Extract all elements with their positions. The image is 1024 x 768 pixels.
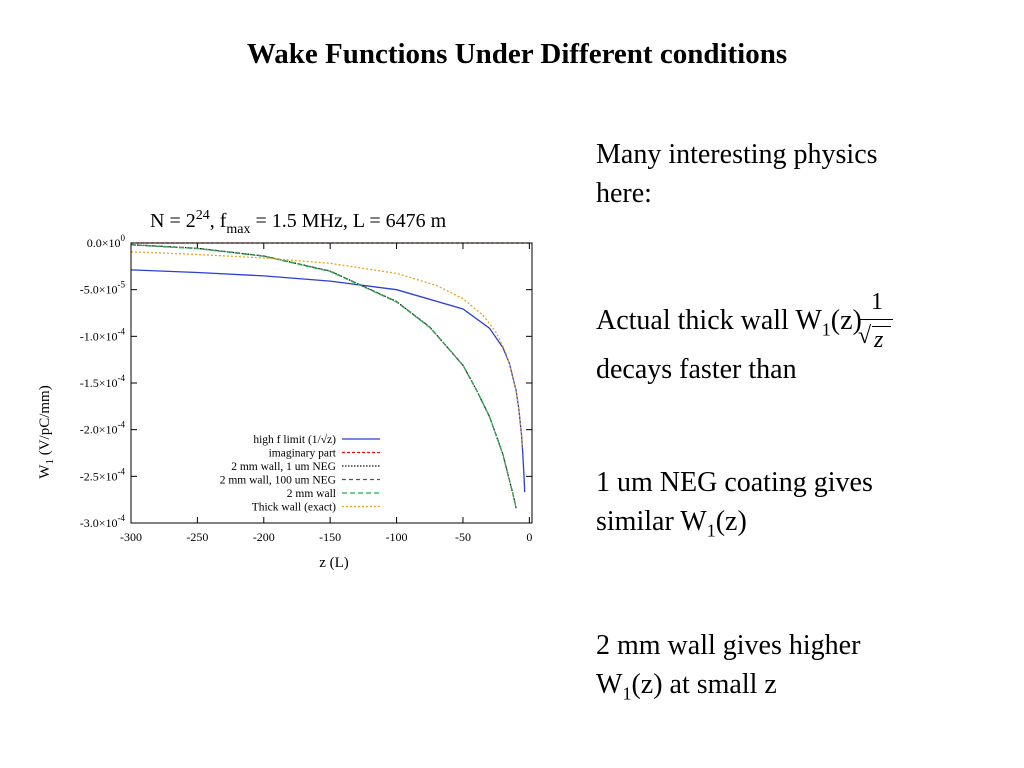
x-axis-ticks: -300 -250 -200 -150 -100 -50 0 [120, 243, 532, 544]
x-tick-label: -300 [120, 530, 142, 544]
x-tick-label: -100 [386, 530, 408, 544]
y-tick-label: -1.0×10-4 [80, 326, 126, 343]
y-tick-label: 0.0×100 [87, 233, 126, 250]
x-tick-label: -200 [253, 530, 275, 544]
sqrt-symbol: √ [858, 323, 872, 349]
x-tick-label: -50 [455, 530, 471, 544]
legend-label: imaginary part [269, 448, 337, 460]
y-tick-label: -3.0×10-4 [80, 513, 126, 530]
x-tick-label: 0 [526, 530, 532, 544]
y-tick-label: -2.5×10-4 [80, 466, 126, 483]
series-line [130, 244, 517, 509]
x-tick-label: -150 [319, 530, 341, 544]
y-tick-label: -2.0×10-4 [80, 420, 126, 437]
y-axis-label: W1 (V/pC/mm) [37, 385, 56, 478]
legend-label: 2 mm wall, 1 um NEG [231, 461, 336, 473]
bullet-neg-coating: 1 um NEG coating gives similar W1(z) [596, 467, 873, 541]
one-over-sqrt-z-formula: 1 √ z [856, 290, 896, 354]
bullet-thick-wall: Actual thick wall W1(z) decays faster th… [596, 290, 1006, 389]
wake-function-chart: N = 224, fmax = 1.5 MHz, L = 6476 m 0.0×… [30, 195, 545, 585]
bullet-2mm-wall: 2 mm wall gives higher W1(z) at small z [596, 630, 861, 704]
legend-label: Thick wall (exact) [252, 502, 336, 514]
chart-svg: N = 224, fmax = 1.5 MHz, L = 6476 m 0.0×… [37, 208, 533, 571]
legend-label: high f limit (1/√z) [253, 433, 336, 446]
legend-label: 2 mm wall [287, 488, 336, 500]
y-tick-label: -5.0×10-5 [80, 280, 126, 297]
y-axis-ticks: 0.0×100 -5.0×10-5 -1.0×10-4 -1.5×10-4 -2.0×1… [80, 233, 532, 530]
chart-title: N = 224, fmax = 1.5 MHz, L = 6476 m [150, 208, 447, 237]
bullet-physics: Many interesting physics here: [596, 139, 878, 209]
plot-frame [130, 242, 533, 524]
x-axis-label: z (L) [319, 555, 349, 571]
legend-label: 2 mm wall, 100 um NEG [220, 475, 336, 487]
series-line [130, 269, 526, 493]
x-tick-label: -250 [186, 530, 208, 544]
slide-title: Wake Functions Under Different condition… [246, 38, 788, 70]
y-tick-label: -1.5×10-4 [80, 373, 126, 390]
